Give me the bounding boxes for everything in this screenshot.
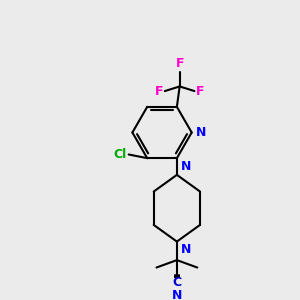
Text: N: N: [181, 160, 191, 173]
Text: N: N: [172, 289, 182, 300]
Text: F: F: [196, 85, 205, 98]
Text: Cl: Cl: [114, 148, 127, 161]
Text: F: F: [176, 57, 184, 70]
Text: F: F: [154, 85, 163, 98]
Text: N: N: [196, 126, 207, 139]
Text: C: C: [172, 276, 182, 289]
Text: N: N: [181, 243, 191, 256]
